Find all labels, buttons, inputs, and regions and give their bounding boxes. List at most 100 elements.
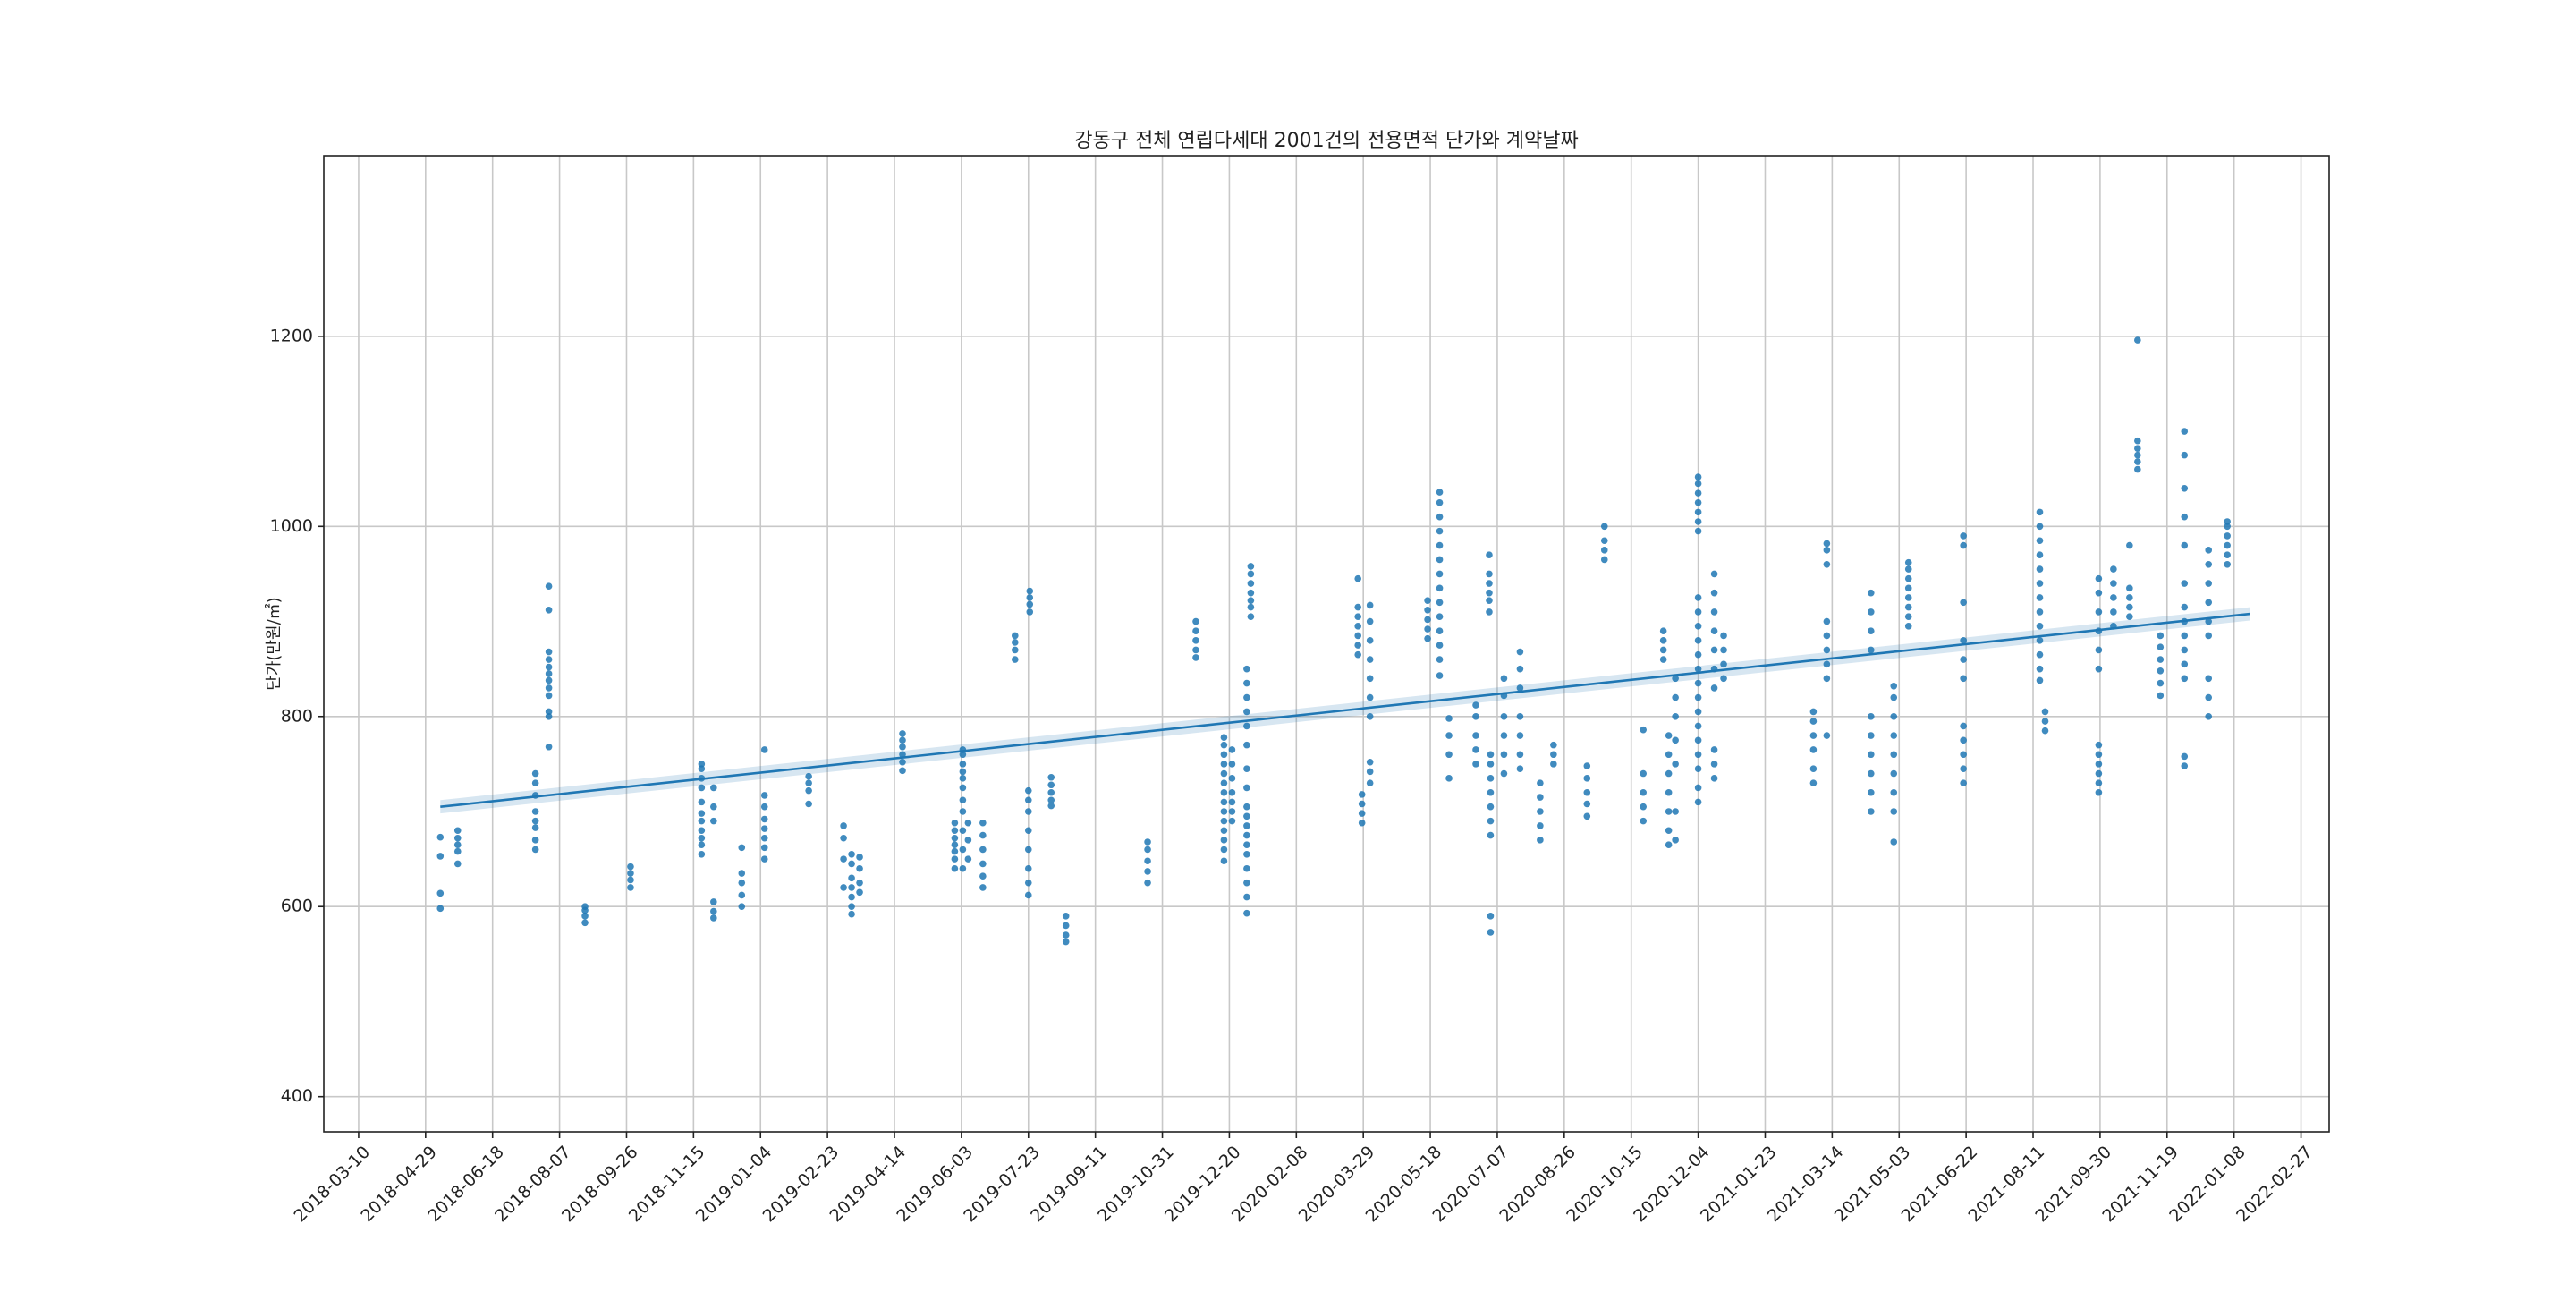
scatter-point	[2181, 580, 2189, 587]
scatter-point	[1026, 587, 1034, 595]
scatter-point	[1960, 656, 1967, 663]
scatter-point	[1960, 765, 1967, 772]
scatter-point	[964, 819, 972, 827]
scatter-point	[1436, 556, 1444, 564]
scatter-point	[1904, 565, 1912, 573]
scatter-point	[1062, 922, 1070, 930]
scatter-point	[2041, 727, 2049, 735]
scatter-point	[1228, 798, 1236, 806]
scatter-point	[1867, 712, 1875, 720]
scatter-point	[1583, 775, 1591, 782]
scatter-point	[1720, 660, 1727, 668]
scatter-point	[1243, 722, 1250, 730]
scatter-point	[2036, 665, 2044, 673]
scatter-point	[581, 913, 589, 920]
scatter-point	[1220, 846, 1228, 854]
scatter-point	[848, 903, 855, 911]
scatter-point	[760, 803, 768, 811]
scatter-point	[2126, 603, 2133, 611]
scatter-point	[1890, 808, 1898, 815]
scatter-point	[1823, 547, 1831, 554]
scatter-point	[1500, 732, 1508, 739]
scatter-point	[1436, 584, 1444, 592]
scatter-point	[1011, 656, 1019, 663]
scatter-point	[1710, 627, 1718, 634]
scatter-point	[1720, 675, 1727, 683]
scatter-point	[1472, 701, 1479, 709]
scatter-point	[1537, 794, 1544, 801]
scatter-point	[1823, 732, 1831, 739]
scatter-point	[1487, 831, 1495, 839]
scatter-point	[1904, 574, 1912, 582]
scatter-point	[1243, 822, 1250, 829]
scatter-point	[1904, 623, 1912, 630]
scatter-point	[1694, 679, 1702, 687]
scatter-point	[1024, 827, 1032, 835]
scatter-point	[2095, 608, 2103, 616]
scatter-point	[1600, 556, 1608, 564]
scatter-point	[1220, 779, 1228, 786]
scatter-point	[1192, 627, 1199, 634]
scatter-point	[1354, 623, 1361, 630]
scatter-point	[1424, 616, 1431, 624]
scatter-point	[698, 765, 706, 772]
scatter-point	[1047, 773, 1055, 781]
scatter-point	[2205, 560, 2213, 568]
scatter-point	[1243, 708, 1250, 716]
scatter-point	[545, 676, 553, 684]
scatter-point	[1243, 831, 1250, 839]
scatter-point	[1192, 646, 1199, 654]
scatter-point	[1537, 822, 1544, 829]
scatter-point	[1904, 613, 1912, 621]
scatter-point	[1247, 580, 1255, 587]
scatter-point	[1228, 788, 1236, 796]
scatter-point	[1358, 791, 1366, 798]
scatter-point	[1672, 736, 1679, 744]
scatter-point	[1436, 599, 1444, 607]
scatter-point	[698, 817, 706, 825]
scatter-point	[1144, 868, 1151, 875]
scatter-point	[1354, 642, 1361, 649]
scatter-point	[2126, 584, 2133, 592]
scatter-point	[856, 879, 863, 887]
y-tick-label: 1000	[270, 516, 313, 536]
scatter-point	[1710, 608, 1718, 616]
scatter-point	[545, 692, 553, 700]
y-tick-label: 600	[281, 897, 313, 916]
scatter-point	[2205, 617, 2213, 625]
scatter-point	[1867, 608, 1875, 616]
scatter-point	[698, 810, 706, 817]
scatter-point	[1890, 769, 1898, 778]
scatter-point	[453, 841, 462, 848]
scatter-point	[545, 582, 553, 591]
scatter-point	[1220, 827, 1228, 835]
scatter-point	[1243, 864, 1250, 872]
scatter-point	[545, 648, 553, 656]
scatter-point	[1960, 779, 1967, 786]
scatter-point	[2224, 551, 2231, 558]
scatter-point	[1436, 541, 1444, 549]
scatter-point	[951, 834, 959, 842]
scatter-point	[1026, 608, 1034, 616]
scatter-point	[959, 846, 967, 854]
scatter-point	[760, 825, 768, 832]
scatter-point	[805, 786, 812, 795]
scatter-point	[760, 834, 768, 842]
scatter-point	[2224, 518, 2231, 525]
scatter-point	[1710, 589, 1718, 597]
scatter-point	[2036, 523, 2044, 531]
scatter-point	[1472, 732, 1479, 739]
scatter-point	[1354, 632, 1361, 640]
scatter-point	[1500, 751, 1508, 759]
scatter-point	[2181, 762, 2189, 769]
scatter-point	[1243, 765, 1250, 772]
scatter-point	[545, 712, 553, 720]
scatter-point	[964, 837, 972, 844]
scatter-point	[1867, 646, 1875, 654]
scatter-point	[1720, 646, 1727, 654]
scatter-point	[2181, 451, 2189, 459]
scatter-point	[2134, 465, 2141, 473]
scatter-point	[545, 663, 553, 671]
scatter-point	[2134, 336, 2141, 344]
